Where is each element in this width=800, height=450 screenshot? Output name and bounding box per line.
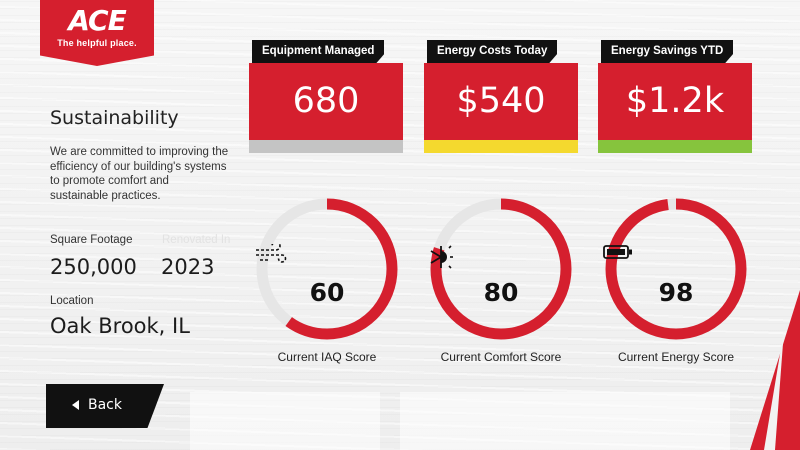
kpi-equipment-managed: Equipment Managed 680 — [249, 40, 403, 153]
kpi-label: Energy Savings YTD — [601, 40, 733, 63]
gauge-fill — [430, 198, 572, 340]
kpi-value: $540 — [424, 63, 578, 140]
iaq-score-gauge: 60 — [254, 196, 400, 342]
back-button-label: Back — [88, 397, 122, 413]
back-button[interactable]: Back — [46, 384, 164, 428]
kpi-energy-costs-today: Energy Costs Today $540 — [424, 40, 578, 153]
renovated-label: Renovated In — [162, 234, 231, 246]
comfort-score-label: Current Comfort Score — [440, 350, 562, 364]
kpi-status-bar — [249, 140, 403, 153]
renovated-year-value: 2023 — [161, 255, 215, 279]
kpi-status-bar — [424, 140, 578, 153]
gauge-value: 98 — [658, 278, 694, 307]
back-arrow-icon — [72, 400, 79, 410]
page-title: Sustainability — [50, 107, 179, 129]
energy-score-label: Current Energy Score — [617, 350, 735, 364]
logo-wordmark: ACE — [68, 4, 126, 37]
comfort-score-gauge: 80 — [428, 196, 574, 342]
kpi-label: Energy Costs Today — [427, 40, 557, 63]
square-footage-label: Square Footage — [50, 234, 133, 246]
kpi-value: $1.2k — [598, 63, 752, 140]
logo-tagline: The helpful place. — [57, 38, 137, 48]
location-value: Oak Brook, IL — [50, 314, 190, 338]
gauge-value: 80 — [483, 278, 519, 307]
kpi-energy-savings-ytd: Energy Savings YTD $1.2k — [598, 40, 752, 153]
kpi-value: 680 — [249, 63, 403, 140]
location-label: Location — [50, 295, 94, 307]
gauge-fill — [256, 198, 398, 340]
kpi-status-bar — [598, 140, 752, 153]
page-description: We are committed to improving the effici… — [50, 146, 229, 202]
gauge-fill — [605, 198, 747, 340]
gauge-value: 60 — [309, 278, 345, 307]
decorative-strip — [400, 392, 730, 450]
brand-logo: ACE The helpful place. — [40, 0, 154, 66]
square-footage-value: 250,000 — [50, 255, 137, 279]
energy-score-gauge: 98 — [603, 196, 749, 342]
decorative-strip — [190, 392, 380, 450]
iaq-score-label: Current IAQ Score — [277, 350, 377, 364]
kpi-label: Equipment Managed — [252, 40, 384, 63]
